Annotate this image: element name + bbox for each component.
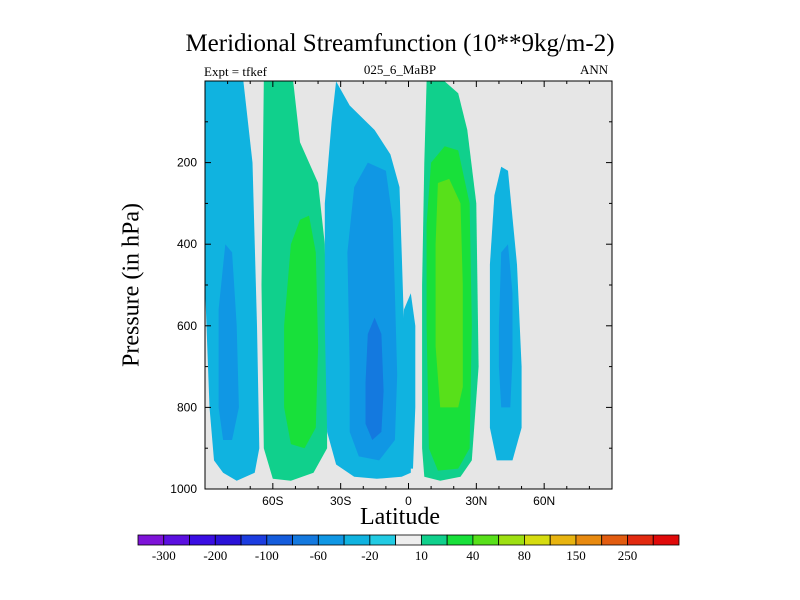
x-tick-label: 60S [262, 494, 283, 508]
colorbar-swatch [369, 534, 397, 546]
contour-region-sh-ferrel-core [284, 215, 319, 449]
contour-region-nh-hadley-core [435, 178, 463, 408]
contour-region-nh-ferrel-core [498, 244, 513, 408]
experiment-label: Expt = tfkef [204, 64, 267, 79]
colorbar-swatch [627, 534, 654, 546]
colorbar-swatch [317, 534, 345, 546]
x-tick-label: 30S [330, 494, 351, 508]
colorbar-swatch [549, 534, 577, 546]
y-tick-label: 600 [177, 319, 197, 333]
y-tick-label: 200 [177, 156, 197, 170]
contour-regions [205, 81, 522, 481]
colorbar-swatch [395, 534, 422, 546]
y-tick-label: 1000 [170, 482, 197, 496]
colorbar-swatch [498, 534, 525, 546]
x-tick-label: 0 [405, 494, 412, 508]
chart-title: Meridional Streamfunction (10**9kg/m-2) [185, 30, 615, 57]
colorbar-swatch [240, 534, 268, 546]
colorbar-swatch [266, 534, 293, 546]
y-tick-label: 800 [177, 400, 197, 414]
season-label: ANN [580, 62, 609, 77]
axes: 60S 30S 0 30N 60N 200 400 600 800 1000 [170, 80, 613, 508]
colorbar-swatch [524, 534, 551, 546]
colorbar-swatch [652, 534, 680, 546]
plot-area [205, 81, 612, 489]
colorbar-swatch [214, 534, 242, 546]
colorbar-swatch [137, 534, 165, 546]
x-tick-label: 60N [533, 494, 555, 508]
colorbar-label: -100 [255, 548, 279, 563]
colorbar-swatch [446, 534, 474, 546]
contour-region-sh-polar-core [218, 244, 239, 440]
colorbar-label: 40 [466, 548, 479, 563]
colorbar-label: -200 [203, 548, 227, 563]
case-label: 025_6_MaBP [363, 62, 437, 77]
colorbar-swatch [575, 534, 603, 546]
colorbar-label: -300 [152, 548, 176, 563]
colorbar-label: 150 [566, 548, 586, 563]
colorbar: -300 -200 -100 -60 -20 10 40 80 150 250 [137, 534, 680, 563]
colorbar-swatch [163, 534, 190, 546]
contour-region-sh-hadley-core [365, 317, 384, 440]
colorbar-swatch [189, 534, 216, 546]
colorbar-label: 80 [518, 548, 531, 563]
contour-region-sh-hadley-mid [347, 162, 398, 461]
contour-region-equator-strip [401, 293, 416, 469]
colorbar-label: -60 [310, 548, 327, 563]
colorbar-label: 250 [618, 548, 638, 563]
colorbar-swatch [292, 534, 319, 546]
x-axis-label: Latitude [360, 504, 440, 530]
colorbar-swatch [420, 534, 448, 546]
colorbar-label: 10 [415, 548, 428, 563]
colorbar-label: -20 [361, 548, 378, 563]
y-tick-label: 400 [177, 237, 197, 251]
x-tick-label: 30N [465, 494, 487, 508]
colorbar-swatch [343, 534, 371, 546]
colorbar-swatch [472, 534, 500, 546]
colorbar-swatch [601, 534, 628, 546]
